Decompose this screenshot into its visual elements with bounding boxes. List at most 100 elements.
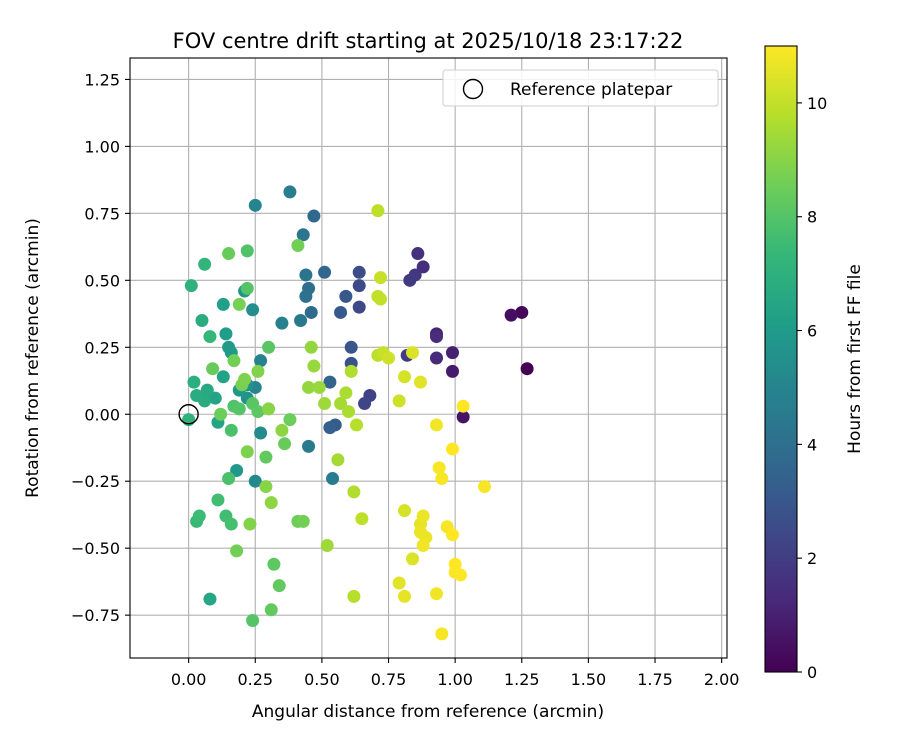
x-axis-ticks: 0.00 0.25 0.50 0.75 1.00 1.25 1.50 1.75 2.00 bbox=[171, 658, 740, 689]
data-points bbox=[182, 185, 534, 641]
data-point bbox=[251, 405, 265, 419]
data-point bbox=[302, 439, 316, 453]
y-tick-label: 1.25 bbox=[84, 70, 120, 89]
data-point bbox=[445, 346, 459, 360]
legend: Reference platepar bbox=[442, 69, 719, 107]
data-point bbox=[187, 375, 201, 389]
data-point bbox=[392, 394, 406, 408]
y-tick-label: −0.50 bbox=[71, 539, 120, 558]
data-point bbox=[304, 305, 318, 319]
data-point bbox=[240, 281, 254, 295]
data-point bbox=[445, 364, 459, 378]
colorbar-tick-label: 0 bbox=[807, 663, 817, 682]
colorbar-label: Hours from first FF file bbox=[845, 264, 865, 454]
x-tick-label: 1.00 bbox=[437, 670, 473, 689]
colorbar-tick-label: 8 bbox=[807, 208, 817, 227]
data-point bbox=[208, 391, 222, 405]
data-point bbox=[520, 362, 534, 376]
data-point bbox=[326, 472, 340, 486]
data-point bbox=[504, 308, 518, 322]
data-point bbox=[358, 397, 372, 411]
data-point bbox=[453, 568, 467, 582]
data-point bbox=[435, 472, 449, 486]
colorbar-gradient bbox=[765, 46, 797, 672]
data-point bbox=[216, 297, 230, 311]
data-point bbox=[445, 442, 459, 456]
data-point bbox=[307, 209, 321, 223]
data-point bbox=[283, 185, 297, 199]
data-point bbox=[219, 327, 233, 341]
data-point bbox=[406, 552, 420, 566]
data-point bbox=[445, 528, 459, 542]
data-point bbox=[477, 480, 491, 494]
x-tick-label: 1.25 bbox=[504, 670, 540, 689]
data-point bbox=[275, 423, 289, 437]
data-point bbox=[429, 418, 443, 432]
data-point bbox=[320, 539, 334, 552]
data-point bbox=[414, 375, 428, 389]
colorbar-tick-label: 10 bbox=[807, 94, 827, 113]
data-point bbox=[355, 512, 369, 526]
data-point bbox=[272, 579, 286, 593]
data-point bbox=[429, 351, 443, 365]
data-point bbox=[264, 603, 278, 617]
data-point bbox=[323, 421, 337, 435]
data-point bbox=[398, 504, 412, 518]
data-point bbox=[352, 279, 366, 293]
legend-box bbox=[442, 69, 719, 107]
data-point bbox=[347, 589, 361, 603]
data-point bbox=[318, 397, 332, 411]
data-point bbox=[331, 453, 345, 467]
data-point bbox=[222, 340, 236, 354]
data-point bbox=[416, 260, 430, 274]
data-point bbox=[203, 330, 217, 344]
data-point bbox=[262, 402, 276, 416]
data-point bbox=[240, 445, 254, 459]
data-point bbox=[198, 257, 212, 271]
data-point bbox=[184, 279, 198, 293]
y-axis-label: Rotation from reference (arcmin) bbox=[23, 218, 43, 498]
x-tick-label: 0.00 bbox=[171, 670, 207, 689]
data-point bbox=[294, 314, 308, 327]
data-point bbox=[259, 480, 273, 494]
colorbar-ticks: 0 2 4 6 8 10 bbox=[797, 94, 827, 682]
data-point bbox=[264, 496, 278, 510]
x-tick-label: 0.50 bbox=[304, 670, 340, 689]
data-point bbox=[416, 509, 430, 523]
data-point bbox=[403, 273, 417, 287]
data-point bbox=[352, 300, 366, 314]
data-point bbox=[371, 204, 385, 218]
data-point bbox=[267, 557, 281, 571]
y-tick-label: 1.00 bbox=[84, 137, 120, 156]
data-point bbox=[304, 340, 318, 354]
data-point bbox=[259, 450, 273, 464]
data-point bbox=[211, 493, 225, 507]
data-point bbox=[224, 517, 238, 531]
data-point bbox=[262, 340, 276, 354]
colorbar-tick-label: 4 bbox=[807, 435, 817, 454]
x-axis-label: Angular distance from reference (arcmin) bbox=[252, 702, 604, 722]
data-point bbox=[342, 405, 356, 419]
data-point bbox=[374, 271, 388, 285]
data-point bbox=[190, 389, 204, 402]
data-point bbox=[429, 587, 443, 601]
data-point bbox=[299, 289, 313, 303]
data-point bbox=[254, 354, 268, 368]
data-point bbox=[232, 402, 246, 416]
data-point bbox=[515, 305, 529, 319]
chart-title: FOV centre drift starting at 2025/10/18 … bbox=[173, 29, 684, 53]
data-point bbox=[275, 316, 289, 330]
data-point bbox=[312, 380, 326, 394]
data-point bbox=[227, 354, 241, 368]
y-tick-label: 0.50 bbox=[84, 271, 120, 290]
data-point bbox=[278, 437, 292, 451]
x-tick-label: 2.00 bbox=[704, 670, 740, 689]
plot-frame bbox=[129, 57, 728, 659]
data-point bbox=[318, 265, 332, 279]
grid-lines bbox=[130, 58, 727, 658]
colorbar-frame bbox=[764, 45, 798, 673]
data-point bbox=[411, 247, 425, 261]
data-point bbox=[429, 330, 443, 344]
data-point bbox=[216, 370, 230, 384]
